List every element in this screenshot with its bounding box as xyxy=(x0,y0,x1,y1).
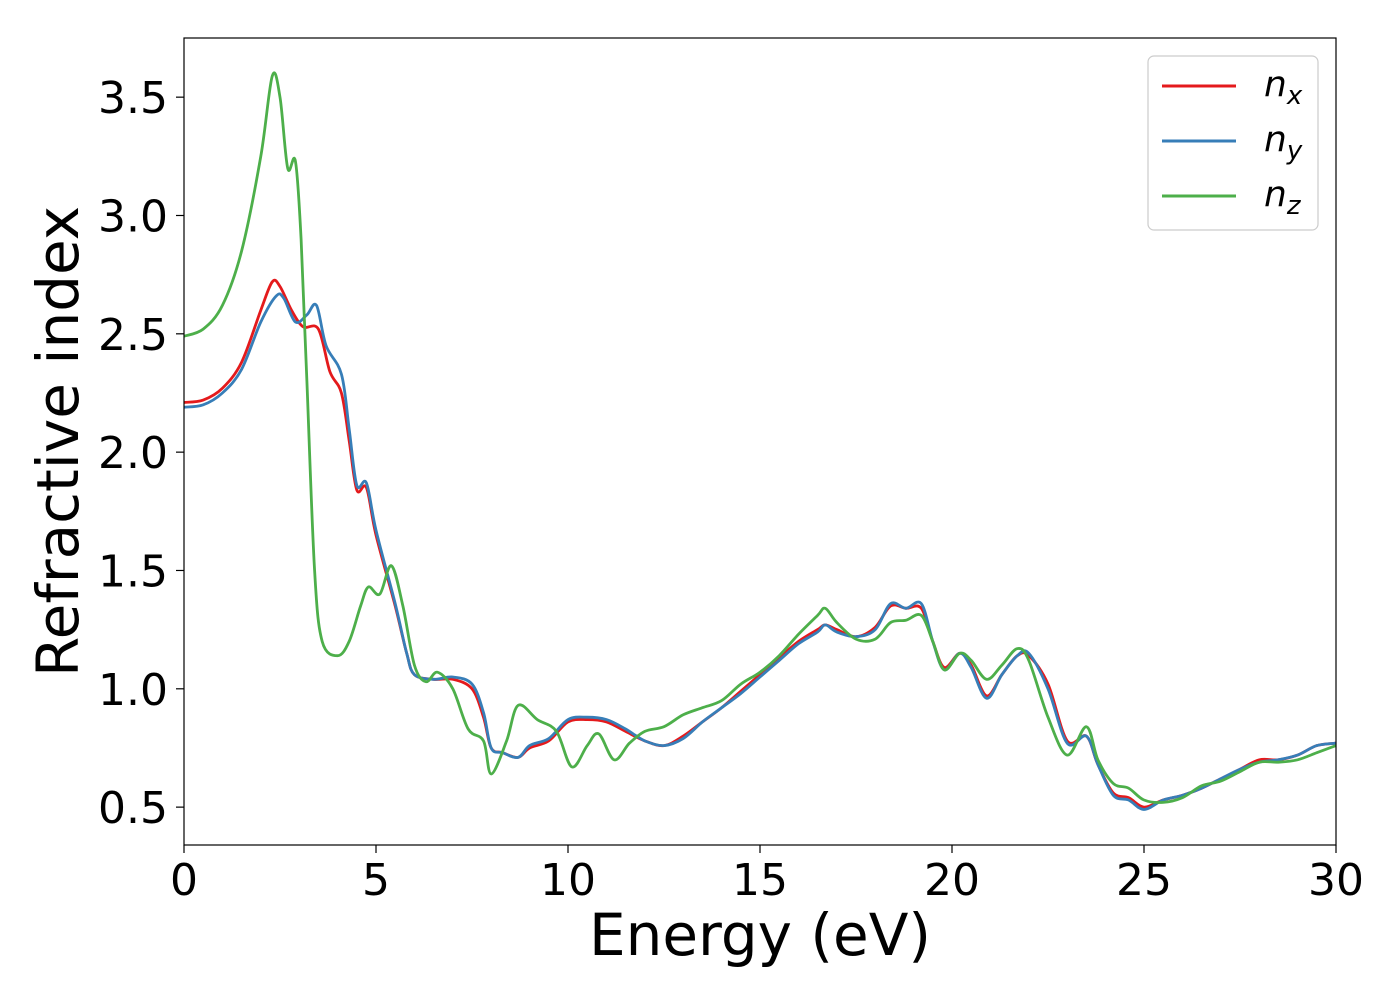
y-tick-label: 2.0 xyxy=(98,428,168,479)
series-line-nz xyxy=(183,71,1337,804)
x-tick-label: 15 xyxy=(732,855,788,906)
y-tick-label: 3.0 xyxy=(98,191,168,242)
legend-label-ny: ny xyxy=(1264,119,1303,166)
plot-frame xyxy=(183,37,1337,846)
x-tick-label: 10 xyxy=(540,855,596,906)
y-tick-label: 0.5 xyxy=(98,783,168,834)
y-tick-label: 2.5 xyxy=(98,310,168,361)
y-tick-label: 3.5 xyxy=(98,73,168,124)
y-axis-label: Refractive index xyxy=(24,206,92,677)
series-line-nx xyxy=(183,278,1337,809)
legend-label-nz: nz xyxy=(1264,174,1302,221)
series-layer xyxy=(183,71,1337,811)
y-tick-label: 1.0 xyxy=(98,665,168,716)
legend-label-nx: nx xyxy=(1264,64,1303,111)
series-line-ny xyxy=(183,292,1337,811)
x-tick-label: 0 xyxy=(170,855,198,906)
tick-layer: 0 5 10 15 20 25 30 0.5 1.0 1.5 2.0 2.5 3.0 3.5 xyxy=(98,73,1364,906)
legend-box xyxy=(1147,55,1319,231)
legend: nx ny nz xyxy=(1147,55,1319,231)
y-tick-label: 1.5 xyxy=(98,546,168,597)
x-tick-label: 25 xyxy=(1116,855,1172,906)
x-tick-label: 20 xyxy=(924,855,980,906)
x-tick-label: 30 xyxy=(1308,855,1364,906)
x-tick-label: 5 xyxy=(362,855,390,906)
x-axis-label: Energy (eV) xyxy=(589,901,931,969)
